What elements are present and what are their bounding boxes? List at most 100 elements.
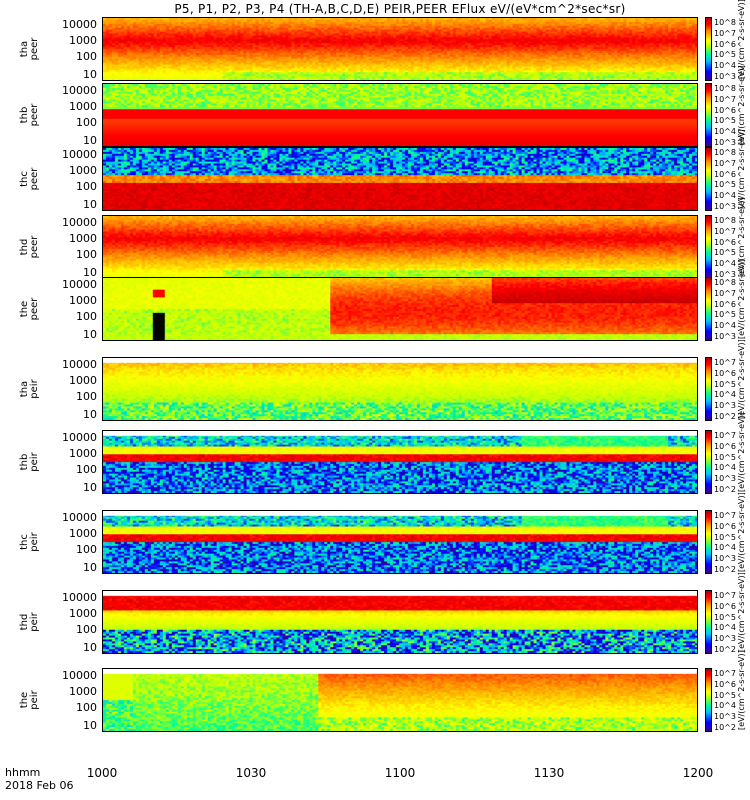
colorbar [705, 83, 712, 147]
spectrogram-thc-peer [102, 147, 698, 211]
y-tick-label: 1000 [69, 607, 97, 621]
colorbar-tick: 10^3 [714, 401, 736, 411]
y-tick-label: 1000 [69, 34, 97, 48]
panel-thb-peer: thb peer 10000 1000 100 10 10^8 10^7 10^6 10^5 10^… [0, 65, 750, 147]
y-tick-label: 10 [83, 67, 97, 81]
y-tick-label: 1000 [69, 685, 97, 699]
colorbar-tick: 10^4 [714, 61, 736, 71]
colorbar-tick: 10^3 [714, 474, 736, 484]
colorbar-tick: 10^4 [714, 623, 736, 633]
spectrogram-the-peer [102, 277, 698, 341]
y-tick-label: 100 [76, 179, 97, 193]
panel-thc-peer: thc peer 10000 1000 100 10 10^8 10^7 10^6 10^5 10^… [0, 129, 750, 211]
panel-thb-peir: thb peir 10000 1000 100 10 10^7 10^6 10^5 10^4 10^… [0, 412, 750, 494]
colorbar [705, 357, 712, 421]
y-tick-label: 100 [76, 389, 97, 403]
y-tick-label: 10 [83, 197, 97, 211]
colorbar-tick: 10^7 [714, 669, 736, 678]
panel-the-peer: the peer 10000 1000 100 10 10^8 10^7 10^6 10^5 10^… [0, 259, 750, 341]
colorbar-tick: 10^6 [714, 237, 736, 247]
y-tick-label: 100 [76, 542, 97, 556]
colorbar-tick: 10^5 [714, 50, 736, 60]
panel-thd-peir: thd peir 10000 1000 100 10 10^7 10^6 10^5 10^4 10^… [0, 572, 750, 654]
spectrogram-tha-peir [102, 357, 698, 421]
colorbar-tick: 10^6 [714, 601, 736, 611]
y-tick-label: 10000 [62, 215, 97, 229]
colorbar-tick: 10^2 [714, 723, 736, 732]
y-tick-label: 10000 [62, 277, 97, 291]
y-tick-label: 1000 [69, 447, 97, 461]
colorbar-title: [eV/(cm^2-s-sr-eV)] [737, 572, 746, 652]
y-tick-label: 100 [76, 622, 97, 636]
colorbar-tick: 10^5 [714, 612, 736, 622]
spectrogram-tha-peer [102, 17, 698, 81]
spectrogram-thc-peir [102, 510, 698, 574]
y-tick-label: 1000 [69, 294, 97, 308]
panel-the-peir: the peir 10000 1000 100 10 10^7 10^6 10^5 10^4 10^… [0, 650, 750, 732]
y-tick-label: 10 [83, 265, 97, 279]
colorbar-title: [eV/(cm^2-s-sr-eV)] [737, 339, 746, 419]
y-tick-label: 100 [76, 309, 97, 323]
colorbar-tick: 10^7 [714, 288, 736, 298]
colorbar-tick: 10^7 [714, 511, 736, 520]
y-tick-label: 10000 [62, 668, 97, 682]
colorbar-tick: 10^4 [714, 463, 736, 473]
colorbar-tick: 10^8 [714, 216, 736, 225]
colorbar-tick: 10^4 [714, 543, 736, 553]
panel-tha-peer: tha peer 10000 1000 100 10 10^8 10^7 10^6 10^5 10^… [0, 0, 750, 81]
y-tick-label: 100 [76, 247, 97, 261]
colorbar [705, 668, 712, 732]
y-tick-label: 10 [83, 327, 97, 341]
y-tick-label: 1000 [69, 374, 97, 388]
colorbar [705, 147, 712, 211]
y-tick-label: 10 [83, 718, 97, 732]
colorbar-tick: 10^8 [714, 148, 736, 157]
y-tick-label: 10000 [62, 357, 97, 371]
y-tick-label: 1000 [69, 232, 97, 246]
y-tick-label: 10000 [62, 17, 97, 31]
y-tick-label: 100 [76, 49, 97, 63]
colorbar-tick: 10^6 [714, 679, 736, 689]
colorbar-tick: 10^2 [714, 485, 736, 494]
y-tick-label: 1000 [69, 100, 97, 114]
colorbar-tick: 10^6 [714, 441, 736, 451]
colorbar [705, 510, 712, 574]
colorbar-tick: 10^3 [714, 332, 736, 341]
colorbar-tick: 10^7 [714, 358, 736, 367]
colorbar-tick: 10^7 [714, 28, 736, 38]
colorbar [705, 17, 712, 81]
y-tick-label: 10000 [62, 510, 97, 524]
colorbar-tick: 10^2 [714, 645, 736, 654]
colorbar-tick: 10^6 [714, 368, 736, 378]
panel-thd-peer: thd peer 10000 1000 100 10 10^8 10^7 10^6 10^5 10^… [0, 197, 750, 279]
colorbar-tick: 10^8 [714, 84, 736, 93]
y-tick-label: 10 [83, 480, 97, 494]
colorbar-title: [eV/(cm^2-s-sr-eV)] [737, 412, 746, 492]
colorbar-tick: 10^5 [714, 116, 736, 126]
colorbar-tick: 10^3 [714, 634, 736, 644]
spectrogram-thb-peir [102, 430, 698, 494]
colorbar [705, 430, 712, 494]
colorbar-tick: 10^5 [714, 180, 736, 190]
colorbar-tick: 10^6 [714, 299, 736, 309]
colorbar-tick: 10^5 [714, 532, 736, 542]
spectrogram-thb-peer [102, 83, 698, 147]
colorbar-tick: 10^5 [714, 690, 736, 700]
colorbar-tick: 10^3 [714, 712, 736, 722]
colorbar-tick: 10^4 [714, 191, 736, 201]
chart-title: P5, P1, P2, P3, P4 (TH-A,B,C,D,E) PEIR,P… [174, 2, 626, 16]
colorbar-tick: 10^7 [714, 94, 736, 104]
colorbar-tick: 10^6 [714, 105, 736, 115]
panel-tha-peir: tha peir 10000 1000 100 10 10^7 10^6 10^5 10^4 10^… [0, 339, 750, 421]
y-tick-label: 10 [83, 640, 97, 654]
colorbar [705, 215, 712, 279]
colorbar-tick: 10^5 [714, 310, 736, 320]
colorbar-tick: 10^4 [714, 259, 736, 269]
colorbar-tick: 10^6 [714, 39, 736, 49]
colorbar-tick: 10^3 [714, 72, 736, 81]
colorbar-tick: 10^3 [714, 554, 736, 564]
y-tick-label: 10000 [62, 83, 97, 97]
colorbar-title: [eV/(cm^2-s-sr-eV)] [737, 259, 746, 339]
colorbar-tick: 10^8 [714, 18, 736, 27]
